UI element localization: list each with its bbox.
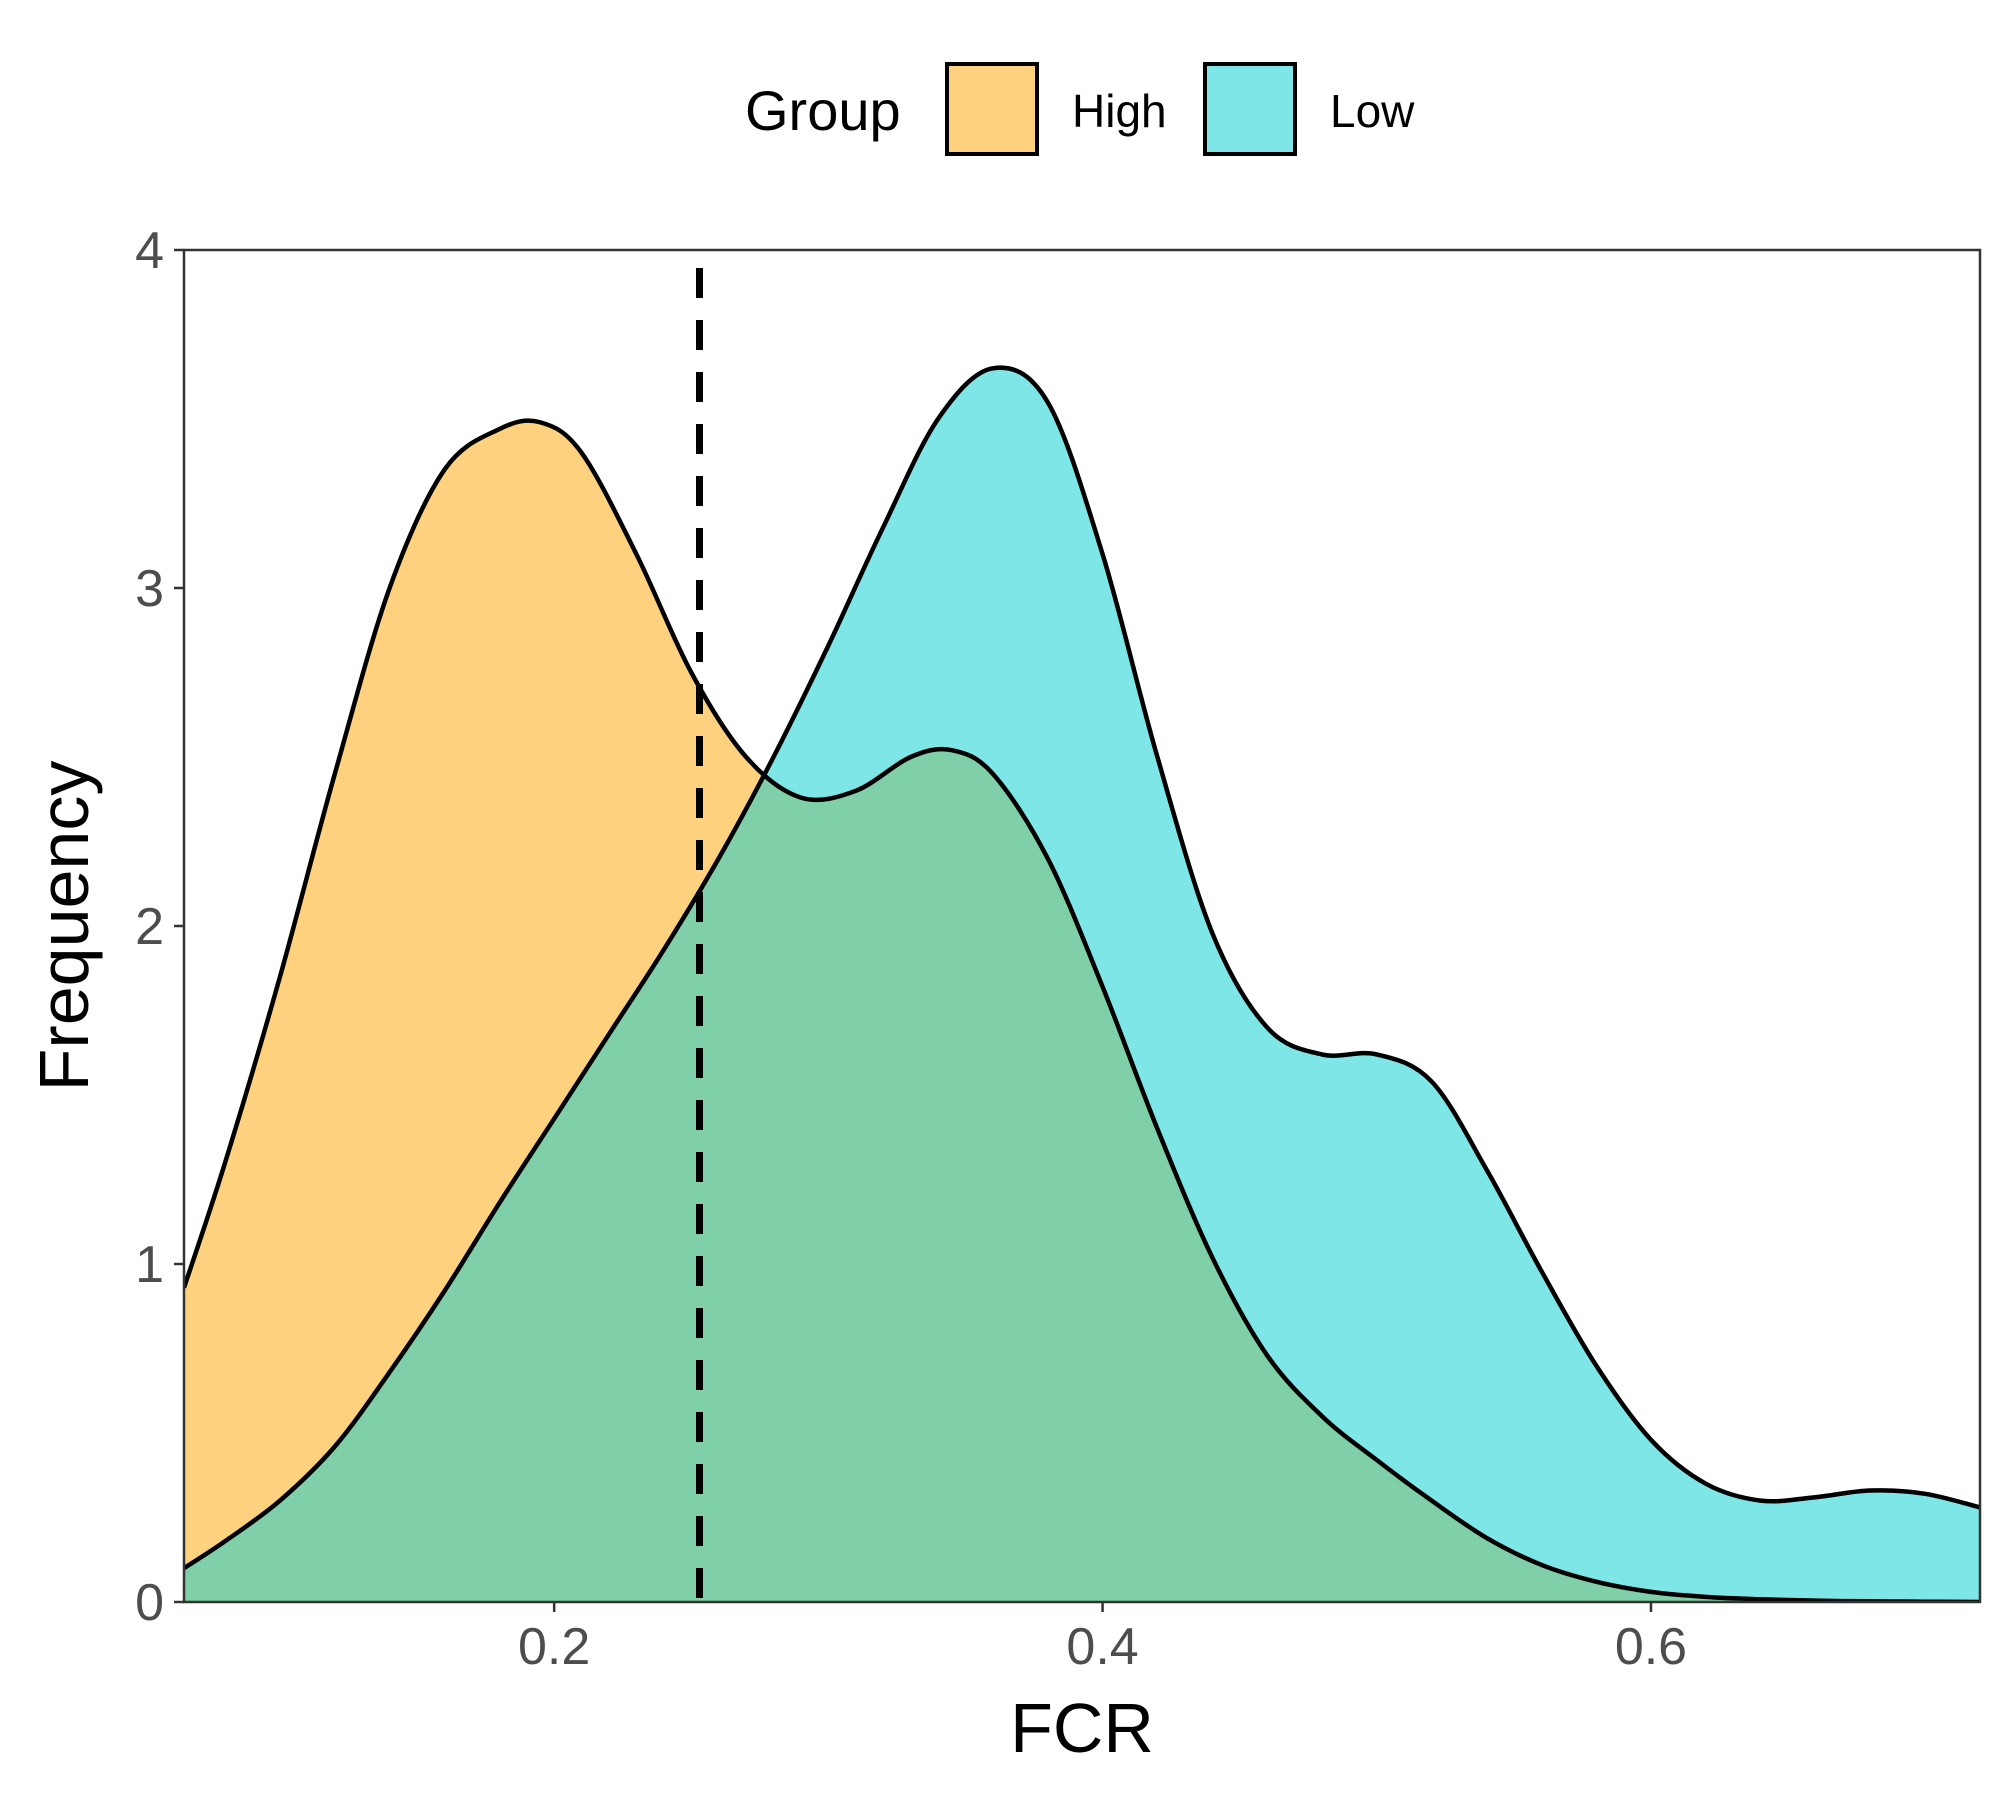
legend: Group High Low [745,62,1415,156]
density-line-low [184,365,1980,1571]
legend-label-high: High [1072,85,1167,137]
y-axis-title: Frequency [25,761,103,1092]
x-tick-label: 0.2 [518,1618,590,1676]
y-tick-label: 4 [135,222,164,280]
y-axis: 0 1 2 3 4 [135,222,184,1632]
x-tick-label: 0.4 [1066,1618,1138,1676]
legend-swatch-high [945,62,1039,156]
y-tick-label: 0 [135,1574,164,1632]
legend-swatch-low [1203,62,1297,156]
series-layer [184,365,1980,1602]
plot-area [184,268,1980,1602]
y-tick-label: 2 [135,898,164,956]
x-tick-label: 0.6 [1615,1618,1687,1676]
legend-label-low: Low [1330,85,1415,137]
density-area-low [184,367,1980,1602]
x-axis-title: FCR [1010,1689,1154,1767]
density-line-high [184,418,1980,1602]
y-tick-label: 3 [135,560,164,618]
x-axis: 0.2 0.4 0.6 [518,1602,1687,1676]
legend-title: Group [745,79,901,142]
y-tick-label: 1 [135,1236,164,1294]
